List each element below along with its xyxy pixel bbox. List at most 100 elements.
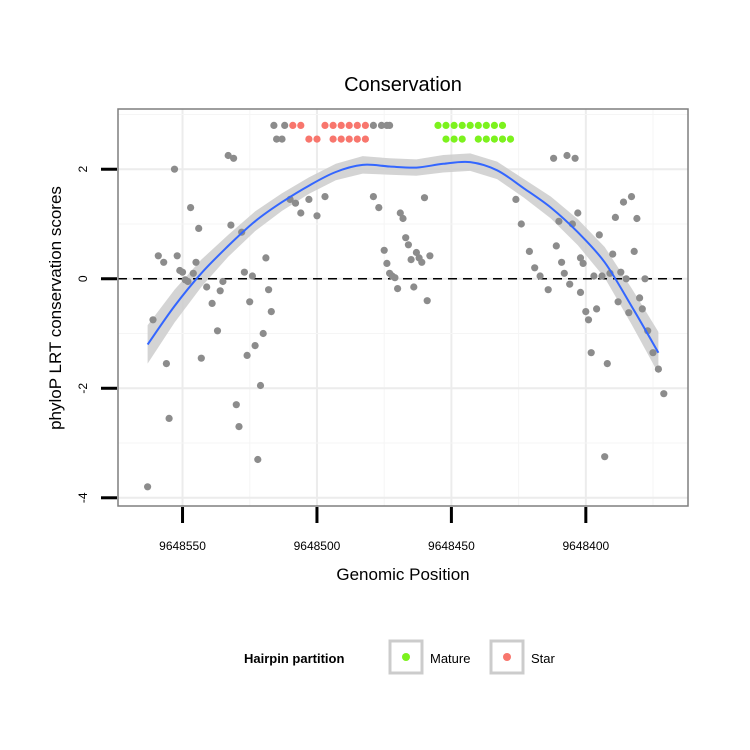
data-point [165, 414, 173, 422]
data-point [235, 423, 243, 431]
legend-label-mature: Mature [430, 651, 470, 666]
data-point [160, 258, 168, 266]
data-point-mature [466, 121, 474, 129]
data-point [566, 280, 574, 288]
data-point-star [329, 135, 337, 143]
data-point [230, 154, 238, 162]
data-point-star [361, 121, 369, 129]
data-point [203, 283, 211, 291]
data-point [383, 259, 391, 267]
data-point [256, 381, 265, 390]
data-point [170, 165, 179, 173]
data-point [649, 349, 657, 357]
data-point [144, 483, 152, 491]
data-point [189, 269, 197, 277]
data-point [560, 269, 568, 277]
data-point [641, 275, 649, 283]
data-point [369, 193, 377, 201]
data-point [313, 212, 321, 220]
data-point [187, 204, 195, 212]
data-point-mature [474, 135, 482, 143]
data-point [423, 297, 431, 305]
data-point [184, 277, 192, 286]
data-point [590, 272, 598, 280]
data-point-star [353, 121, 361, 129]
data-point-star [353, 135, 361, 143]
data-point [273, 135, 281, 143]
data-point [536, 272, 544, 280]
data-point [195, 224, 203, 232]
data-point [377, 121, 386, 129]
legend-label-star: Star [531, 651, 556, 666]
data-point [563, 151, 571, 160]
data-point [654, 365, 663, 373]
data-point [394, 285, 402, 293]
data-point [386, 121, 394, 129]
panel-border [117, 108, 689, 507]
data-point [630, 247, 638, 255]
x-axis: 9648550 9648500 9648450 9648400 [159, 507, 610, 553]
data-point [224, 151, 232, 160]
data-point [391, 274, 399, 282]
data-point-mature [490, 135, 498, 143]
data-point [291, 199, 300, 207]
x-tick-label: 9648500 [294, 539, 341, 553]
data-point [380, 246, 388, 254]
data-point [525, 247, 534, 255]
data-point [216, 287, 224, 295]
data-point-star [305, 135, 313, 143]
data-point [192, 258, 200, 266]
data-point [399, 214, 407, 223]
data-point-mature [458, 135, 466, 143]
data-point [512, 195, 520, 203]
data-point [614, 298, 622, 306]
data-point [598, 272, 606, 280]
data-point-star [337, 135, 345, 143]
data-point-mature [458, 121, 466, 129]
hairpin-points [289, 121, 515, 143]
data-point [609, 250, 617, 258]
data-point-star [313, 135, 321, 143]
data-point [636, 294, 644, 302]
data-point [555, 217, 563, 225]
x-tick-label: 9648450 [428, 539, 475, 553]
data-point [584, 316, 593, 324]
data-point [402, 234, 410, 242]
data-point-star [345, 121, 353, 129]
data-point [162, 360, 170, 368]
data-point [407, 256, 415, 264]
y-axis: 2 0 -2 -4 [76, 166, 117, 503]
data-point-mature [490, 121, 498, 129]
plot-panel [117, 108, 689, 507]
data-point [601, 453, 609, 461]
x-tick-label: 9648400 [562, 539, 609, 553]
data-point [625, 309, 633, 317]
data-point [603, 360, 611, 368]
data-point [418, 258, 426, 266]
data-point [281, 121, 289, 129]
data-point [420, 194, 429, 202]
data-point [270, 121, 278, 129]
data-point-mature [442, 121, 450, 129]
data-point-mature [498, 121, 507, 129]
data-point [552, 242, 560, 250]
data-point [213, 327, 222, 335]
data-point [369, 121, 377, 129]
smooth-line [146, 160, 660, 354]
data-point-star [321, 121, 329, 129]
chart-title: Conservation [344, 74, 462, 96]
legend-item-star: Star [489, 639, 556, 675]
legend: Hairpin partition Mature Star [244, 639, 556, 675]
data-point-mature [482, 121, 490, 129]
legend-dot-star [503, 653, 511, 661]
data-point [248, 272, 256, 280]
data-point [517, 220, 525, 228]
y-tick-label: 0 [76, 275, 90, 282]
data-point [558, 258, 566, 266]
data-point [197, 354, 205, 362]
y-tick-label: -4 [76, 492, 90, 503]
other-points [144, 121, 668, 491]
data-point [178, 268, 187, 276]
data-point [243, 351, 251, 359]
